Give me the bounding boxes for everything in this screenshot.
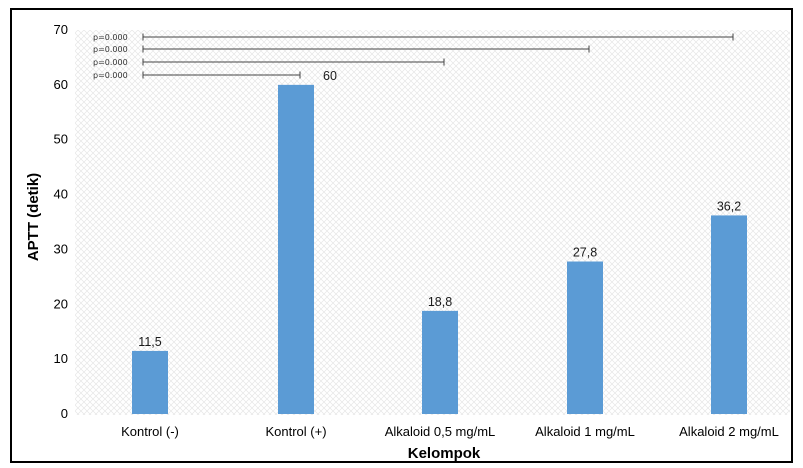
data-label: 11,5	[138, 335, 161, 349]
p-value-label: p=0.000	[93, 71, 128, 80]
x-category-label: Alkaloid 0,5 mg/mL	[385, 424, 496, 439]
y-axis-title: APTT (detik)	[25, 173, 42, 261]
x-category-label: Kontrol (-)	[121, 424, 179, 439]
y-tick-label: 50	[54, 132, 68, 147]
y-axis-ticks: 0 10 20 30 40 50 60 70	[54, 22, 68, 421]
data-label: 18,8	[428, 295, 452, 309]
y-tick-label: 10	[54, 351, 68, 366]
p-value-label: p=0.000	[93, 33, 128, 42]
y-tick-label: 20	[54, 296, 68, 311]
significance-annotations: p=0.000 p=0.000 p=0.000 p=0.000	[93, 33, 734, 80]
bar	[711, 215, 747, 414]
p-value-label: p=0.000	[93, 58, 128, 67]
x-category-label: Alkaloid 1 mg/mL	[535, 424, 635, 439]
x-axis-categories: Kontrol (-) Kontrol (+) Alkaloid 0,5 mg/mL…	[121, 424, 779, 439]
x-category-label: Alkaloid 2 mg/mL	[679, 424, 779, 439]
y-tick-label: 70	[54, 22, 68, 37]
bars	[132, 84, 747, 414]
y-tick-label: 30	[54, 241, 68, 256]
y-tick-label: 60	[54, 77, 68, 92]
x-axis-title: Kelompok	[408, 445, 481, 462]
bar	[567, 261, 603, 414]
bar	[132, 350, 168, 414]
y-tick-label: 40	[54, 187, 68, 202]
data-label: 27,8	[573, 245, 597, 259]
data-label: 36,2	[717, 199, 741, 213]
bar	[422, 310, 458, 414]
x-category-label: Kontrol (+)	[265, 424, 326, 439]
y-tick-label: 0	[61, 406, 68, 421]
p-value-label: p=0.000	[93, 45, 128, 54]
data-labels: 11,5 60 18,8 27,8 36,2	[138, 69, 741, 349]
bar	[278, 84, 314, 414]
data-label: 60	[323, 69, 337, 83]
